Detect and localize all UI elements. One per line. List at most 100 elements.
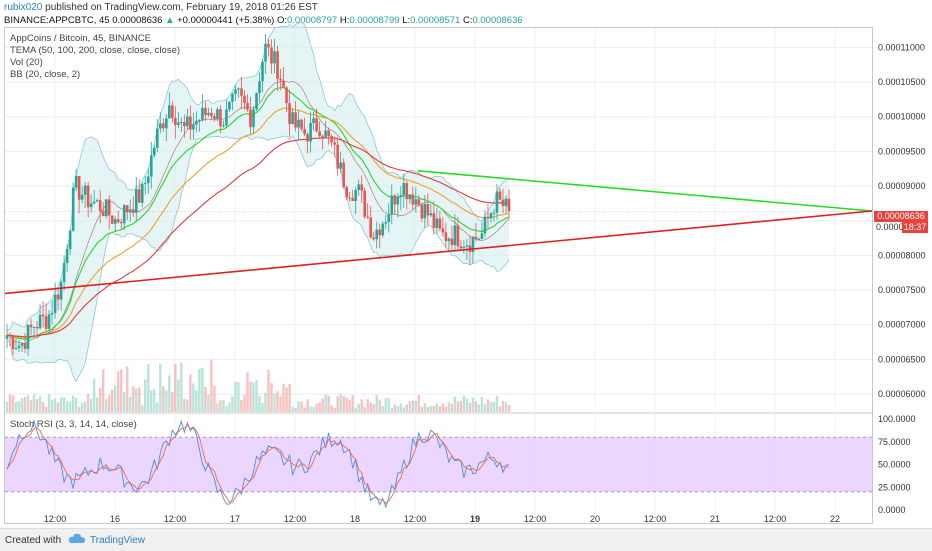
candle [507, 189, 511, 219]
candle [213, 112, 216, 122]
volume-bar [86, 394, 90, 412]
volume-bar [189, 374, 192, 412]
candle [89, 194, 93, 213]
close-value: 0.00008636 [472, 15, 523, 26]
legend-tema[interactable]: TEMA (50, 100, 200, close, close, close) [10, 45, 181, 56]
volume-bar [192, 383, 195, 412]
candle-body [213, 116, 216, 120]
volume-bar [342, 396, 345, 412]
candle [327, 127, 330, 145]
time-tick-label: 12:00 [284, 514, 307, 524]
candle [204, 101, 207, 122]
candle [330, 134, 333, 147]
candle-body [342, 162, 345, 187]
candle-body [231, 93, 234, 102]
price-tick-label: 0.00009000 [878, 181, 926, 191]
volume-bar [453, 396, 457, 412]
candle-body [219, 109, 222, 127]
candle-body [291, 112, 294, 124]
candle [447, 237, 451, 252]
candle [489, 211, 493, 223]
volume-bar [120, 369, 123, 412]
candle-body [134, 189, 138, 213]
legend-bb[interactable]: BB (20, close, 2) [10, 69, 81, 80]
countdown-tag: 18:37 [902, 222, 928, 233]
volume-bar [171, 391, 174, 412]
candle [186, 108, 189, 131]
candle-body [183, 122, 186, 127]
volume-bar [104, 399, 108, 412]
candle-body [249, 109, 252, 128]
candle [23, 333, 27, 354]
volume-bar [321, 398, 324, 412]
volume-bar [273, 393, 276, 412]
candle [174, 106, 177, 139]
candles [5, 34, 872, 356]
candle-body [74, 175, 78, 188]
candle [462, 240, 466, 254]
time-tick-label: 19 [470, 514, 480, 524]
volume-bar [315, 403, 318, 412]
price-chart[interactable]: 0.00011000 0.00010500 0.00010000 0.00009500… [0, 0, 932, 528]
volume-bar [486, 399, 490, 412]
candle-body [441, 228, 445, 233]
candle [44, 303, 48, 333]
volume-bar [108, 395, 111, 412]
candle [423, 195, 427, 229]
candle-body [116, 219, 120, 223]
volume-bar [65, 400, 69, 412]
candle-body [345, 186, 348, 198]
volume-bar [53, 398, 57, 412]
volume-bar [243, 394, 246, 412]
volume-bar [330, 405, 333, 412]
candle-body [306, 134, 309, 142]
volume-bar [429, 405, 433, 412]
candle-body [56, 294, 60, 300]
candle [128, 199, 132, 222]
candle-body [101, 211, 105, 217]
candle [399, 186, 403, 211]
candle [348, 191, 351, 202]
candle-body [104, 199, 108, 217]
candle [180, 117, 183, 133]
time-tick-label: 12:00 [164, 514, 187, 524]
candle [276, 45, 279, 92]
volume-bar [276, 391, 279, 412]
volume-bar [438, 406, 442, 412]
legend-vol[interactable]: Vol (20) [10, 57, 43, 68]
candle-body [180, 122, 183, 124]
tema-50-line [7, 87, 510, 341]
volume-bar [11, 395, 15, 412]
candle [38, 304, 42, 330]
candle-body [189, 116, 192, 130]
candle-body [228, 101, 231, 110]
candle-body [264, 44, 267, 62]
candle [429, 203, 433, 218]
candle-body [210, 112, 213, 117]
open-value: 0.00008797 [287, 15, 338, 26]
time-tick-label: 12:00 [764, 514, 787, 524]
candle-body [447, 238, 451, 242]
volume-bar [56, 402, 60, 412]
volume-bar [150, 390, 153, 412]
volume-bar [204, 387, 207, 412]
candle-body [450, 238, 454, 246]
candle-body [459, 246, 463, 249]
candle-body [201, 107, 204, 120]
candle [237, 87, 240, 98]
candle [195, 111, 198, 133]
candle-body [399, 195, 403, 197]
stoch-legend[interactable]: Stoch RSI (3, 3, 14, 14, close) [10, 419, 137, 430]
candle [450, 225, 454, 251]
trendlines [4, 169, 873, 295]
author-link[interactable]: rubix020 [4, 2, 43, 13]
volume-bar [252, 382, 255, 412]
candle [438, 210, 442, 232]
candle-body [29, 324, 33, 328]
candle [8, 332, 12, 346]
tradingview-link[interactable]: TradingView [90, 535, 146, 546]
candle-body [270, 47, 273, 64]
candle-body [462, 246, 466, 249]
indicator-legend: AppCoins / Bitcoin, 45, BINANCE TEMA (50… [10, 33, 180, 81]
candle [231, 92, 234, 111]
